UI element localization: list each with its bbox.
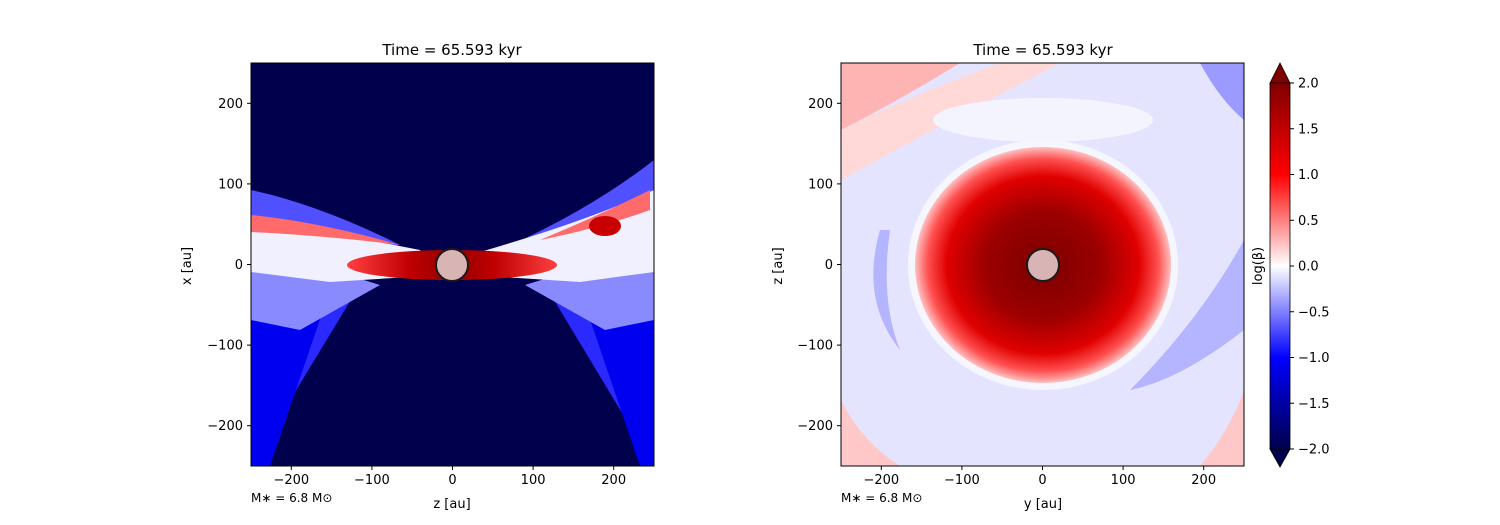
y-tick-label: 0 <box>825 258 833 273</box>
left-red-streak <box>251 215 400 245</box>
colorbar-ticks: −2.0 −1.5 −1.0 −0.5 0.0 0.5 1.0 1.5 2.0 <box>1290 77 1330 458</box>
y-tick-label: 200 <box>218 97 243 112</box>
x-tick-label: 0 <box>448 473 456 488</box>
upper-right-blue <box>1200 63 1244 120</box>
colorbar-tick-label: 0.0 <box>1298 260 1319 275</box>
colorbar-tick-label: −0.5 <box>1298 305 1330 320</box>
lower-right-pink <box>1200 390 1244 466</box>
y-tick-label: 0 <box>235 258 243 273</box>
right-xlabel: y [au] <box>1024 497 1062 512</box>
left-heatmap <box>251 63 654 466</box>
x-tick-label: 200 <box>1191 473 1216 488</box>
left-title: Time = 65.593 kyr <box>381 41 522 59</box>
right-heatmap <box>841 63 1244 466</box>
x-tick-label: 100 <box>1111 473 1136 488</box>
x-tick-label: 0 <box>1038 473 1046 488</box>
sink-particle-left <box>435 248 469 282</box>
colorbar-tick-label: 1.5 <box>1298 122 1319 137</box>
lower-left-wing-core <box>251 290 330 466</box>
left-axes: −200 −100 0 100 200 −200 −100 0 100 200 <box>207 97 626 488</box>
left-mass-annotation: M∗ = 6.8 M⊙ <box>251 491 332 505</box>
right-mass-annotation: M∗ = 6.8 M⊙ <box>841 491 922 505</box>
lower-right-wing-core <box>580 290 654 466</box>
x-tick-label: −100 <box>354 473 390 488</box>
colorbar-tick-label: 0.5 <box>1298 214 1319 229</box>
left-blue-arc <box>873 230 900 350</box>
colorbar-label: log(β) <box>1251 247 1266 285</box>
right-red-streak <box>540 190 650 240</box>
left-ylabel: x [au] <box>180 247 195 285</box>
x-tick-label: 200 <box>601 473 626 488</box>
sink-particle-right <box>1026 248 1060 282</box>
colorbar-tick-label: 1.0 <box>1298 168 1319 183</box>
colorbar-extend-max <box>1269 62 1291 84</box>
right-axes: −200 −100 0 100 200 −200 −100 0 100 200 <box>797 97 1216 488</box>
upper-left-pink <box>841 63 960 130</box>
colorbar-tick-label: −1.5 <box>1298 397 1330 412</box>
colorbar-extend-min <box>1269 448 1291 468</box>
x-tick-label: −200 <box>273 473 309 488</box>
y-tick-label: −100 <box>797 339 833 354</box>
right-ylabel: z [au] <box>771 247 786 284</box>
left-xlabel: z [au] <box>433 497 470 512</box>
colorbar-tick-label: −1.0 <box>1298 351 1330 366</box>
y-tick-label: −200 <box>207 419 243 434</box>
x-tick-label: −200 <box>863 473 899 488</box>
colorbar: −2.0 −1.5 −1.0 −0.5 0.0 0.5 1.0 1.5 2.0 log(β) <box>1251 62 1330 468</box>
upper-left-pink-light <box>841 63 1060 180</box>
right-blue-arc <box>1130 240 1244 390</box>
colorbar-tick-label: −2.0 <box>1298 443 1330 458</box>
colorbar-gradient <box>1270 83 1290 449</box>
right-title: Time = 65.593 kyr <box>972 41 1113 59</box>
lower-left-pink <box>841 400 900 466</box>
y-tick-label: −200 <box>797 419 833 434</box>
y-tick-label: −100 <box>207 339 243 354</box>
y-tick-label: 200 <box>808 97 833 112</box>
x-tick-label: −100 <box>944 473 980 488</box>
y-tick-label: 100 <box>218 177 243 192</box>
x-tick-label: 100 <box>521 473 546 488</box>
upper-white-band <box>933 98 1153 142</box>
y-tick-label: 100 <box>808 177 833 192</box>
colorbar-tick-label: 2.0 <box>1298 77 1319 92</box>
right-red-knot <box>589 216 621 236</box>
